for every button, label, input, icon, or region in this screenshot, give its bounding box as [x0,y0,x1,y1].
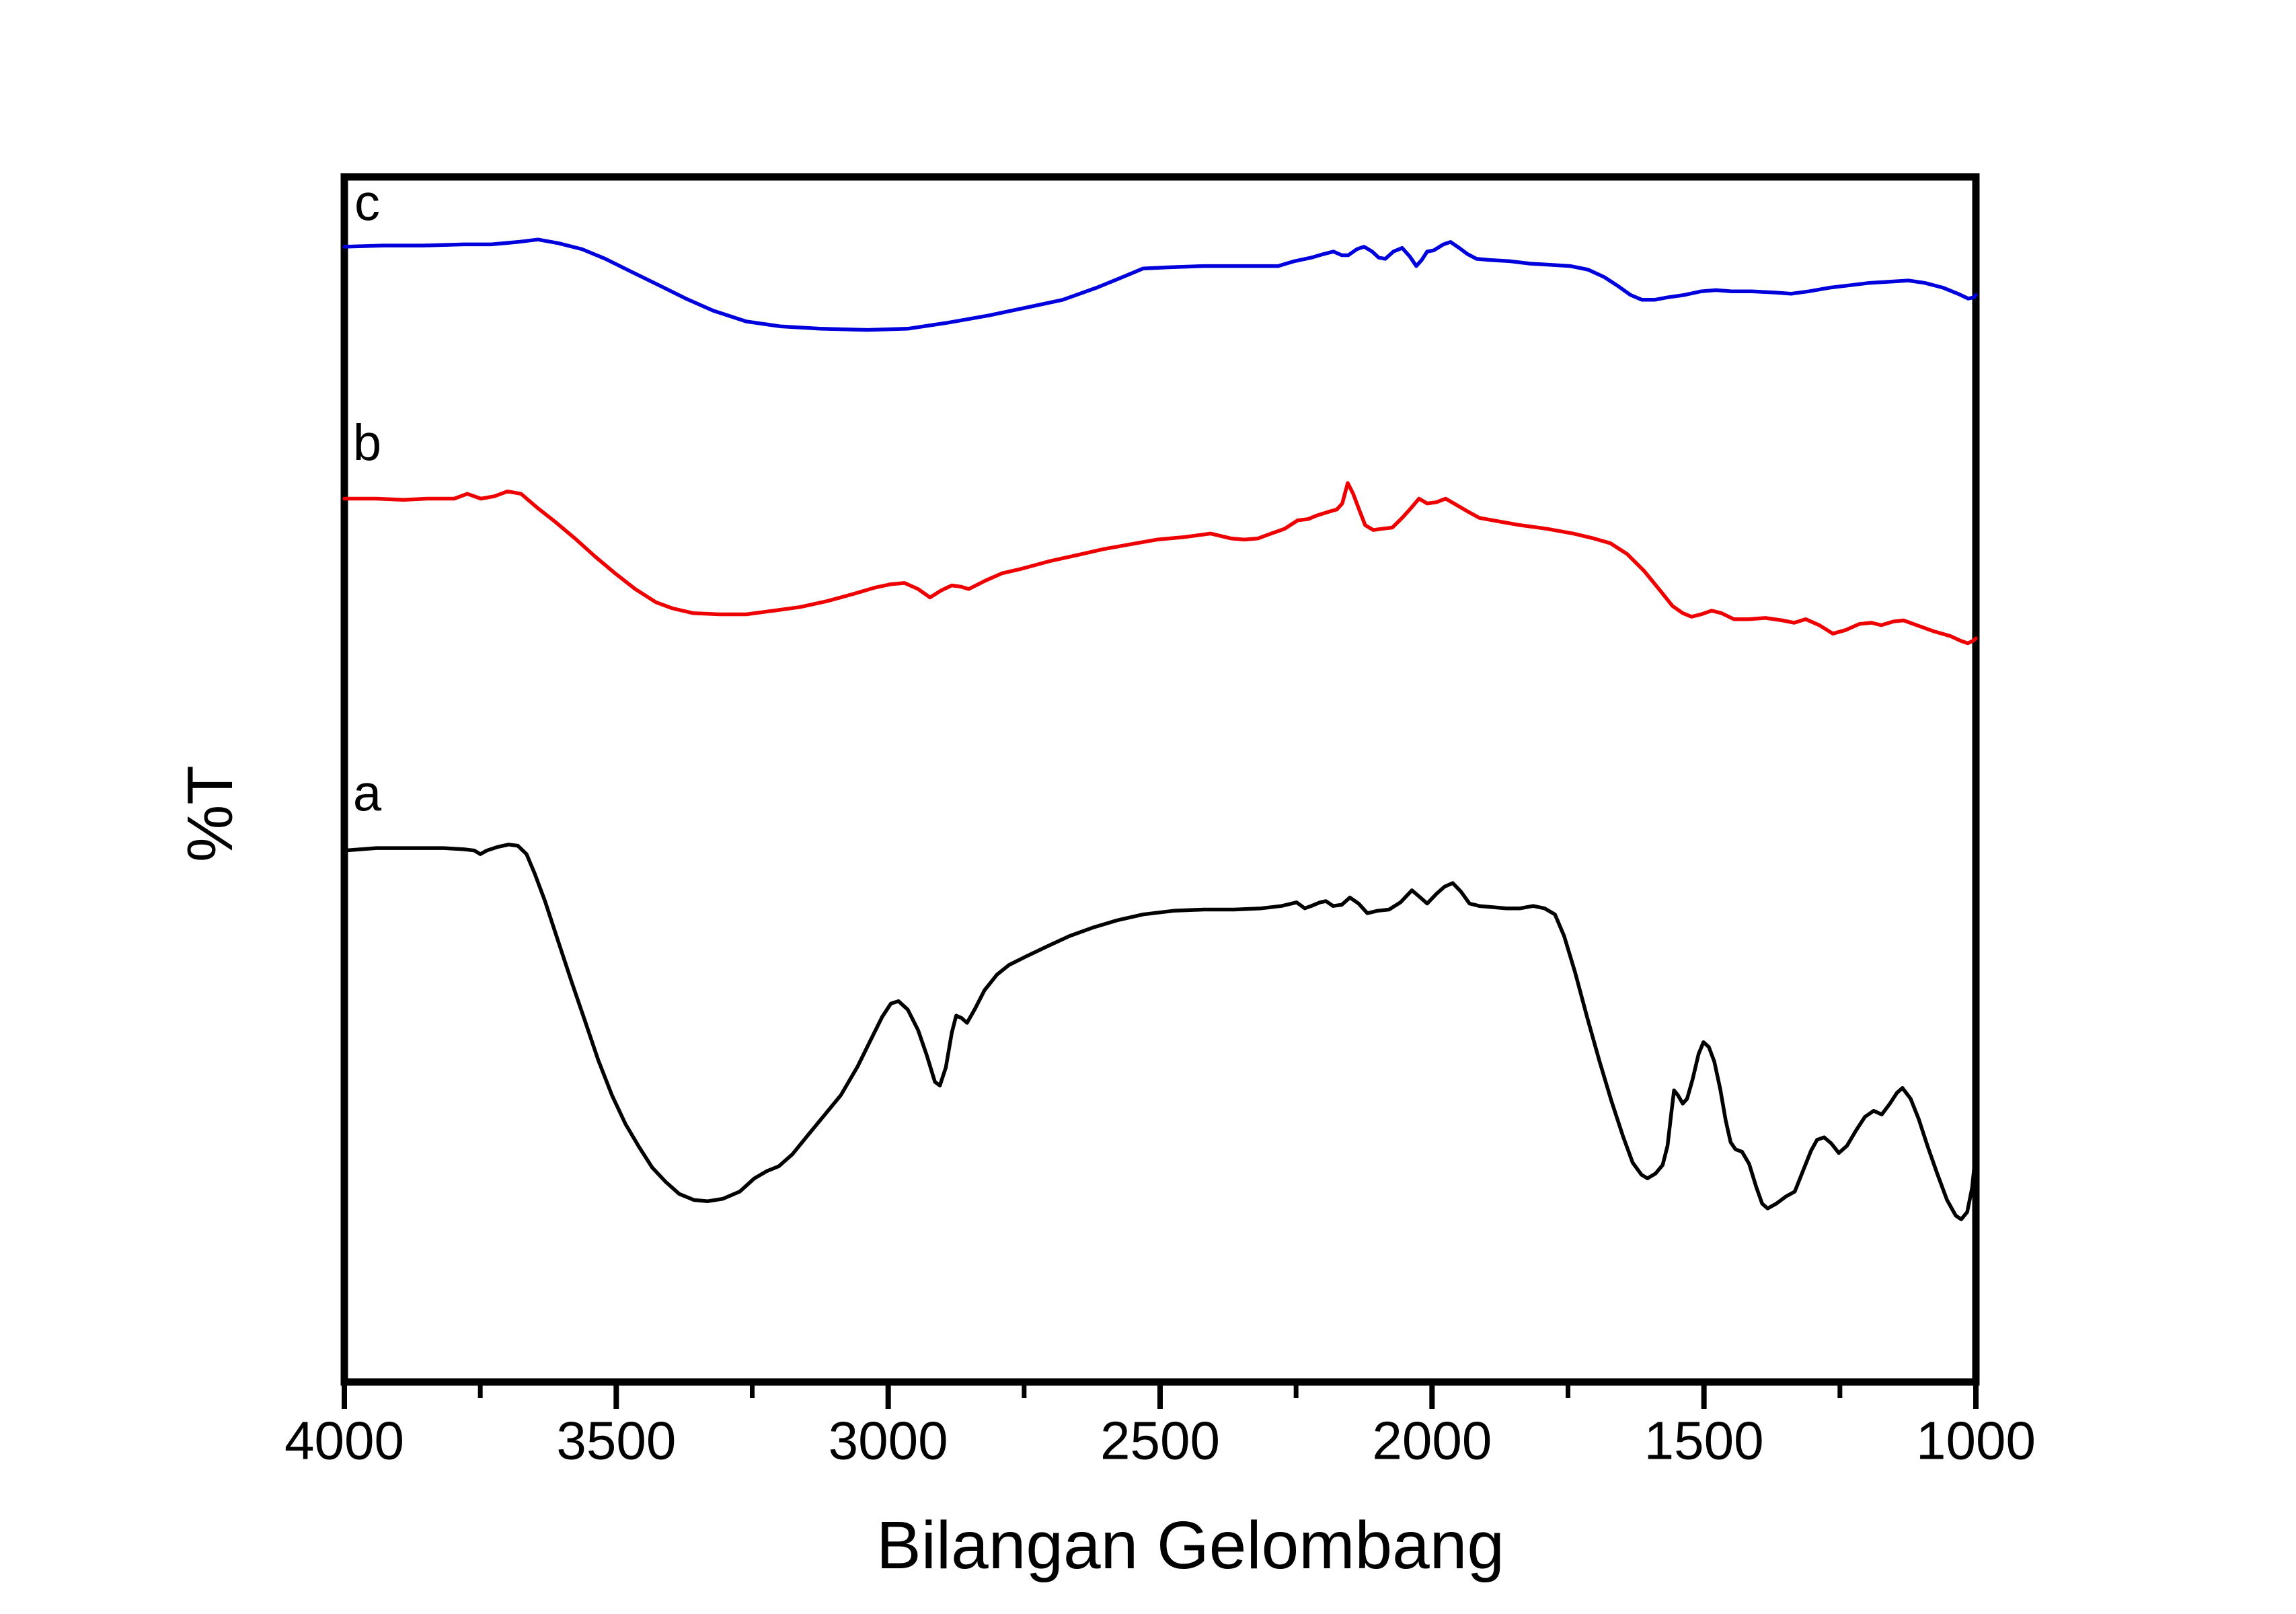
curve-label-b: b [353,414,381,471]
x-tick-label: 4000 [284,1411,404,1471]
x-tick-label: 1000 [1916,1411,2036,1471]
plot-frame [340,173,1980,1386]
generated-plot-layer: 4000 3500 3000 2500 2000 1500 1000 a b c [284,173,2036,1471]
y-axis-title: %T [174,765,246,862]
spectrum-curve-b [342,481,1978,646]
curve-label-a: a [353,765,382,822]
x-tick-label: 2000 [1372,1411,1492,1471]
x-tick-label: 2500 [1100,1411,1220,1471]
x-tick-label: 1500 [1644,1411,1764,1471]
x-tick-label: 3500 [556,1411,676,1471]
x-axis-title: Bilangan Gelombang [876,1508,1504,1583]
spectrum-curve-c [342,237,1978,332]
spectrum-curve-a [342,843,1978,1221]
curve-label-c: c [354,175,380,232]
x-tick-label: 3000 [829,1411,948,1471]
